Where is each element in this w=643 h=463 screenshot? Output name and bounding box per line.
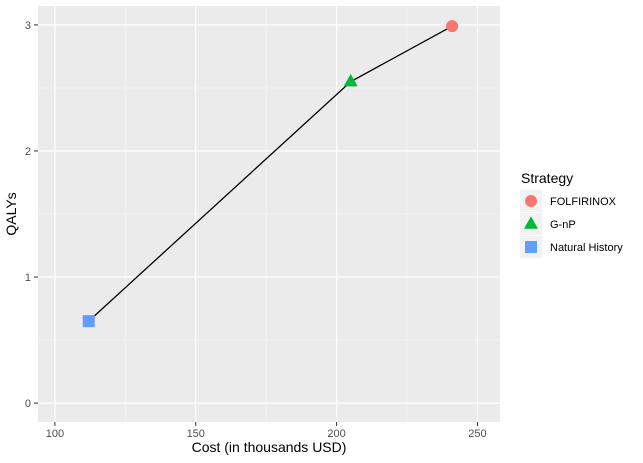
y-axis-ticks: 0 1 2 3 [25,20,38,410]
y-tick-label: 3 [25,20,31,32]
x-tick-label: 200 [327,428,345,440]
y-tick-label: 2 [25,146,31,158]
data-point-folfirinox [446,20,459,33]
data-point-natural-history [82,315,95,328]
x-axis-title: Cost (in thousands USD) [192,439,347,455]
y-tick-label: 1 [25,272,31,284]
legend-entries: FOLFIRINOX G-nP Natural History [520,190,623,258]
legend-title: Strategy [521,170,573,186]
data-points [82,20,459,328]
major-gridlines [38,6,500,422]
y-axis-title: QALYs [3,192,19,235]
legend-label-folfirinox: FOLFIRINOX [550,196,617,208]
legend: Strategy FOLFIRINOX G-nP Natural History [520,170,623,258]
x-tick-label: 250 [468,428,486,440]
x-tick-label: 150 [187,428,205,440]
legend-label-g-np: G-nP [550,219,576,231]
y-tick-label: 0 [25,398,31,410]
legend-key-folfirinox [525,195,537,207]
x-tick-label: 100 [46,428,64,440]
data-point-g-np [343,73,358,87]
legend-key-g-np [524,216,538,229]
legend-key-natural-history [525,241,537,253]
legend-label-natural-history: Natural History [550,242,623,254]
x-axis-ticks: 100 150 200 250 [46,422,487,440]
minor-gridlines [38,6,500,422]
